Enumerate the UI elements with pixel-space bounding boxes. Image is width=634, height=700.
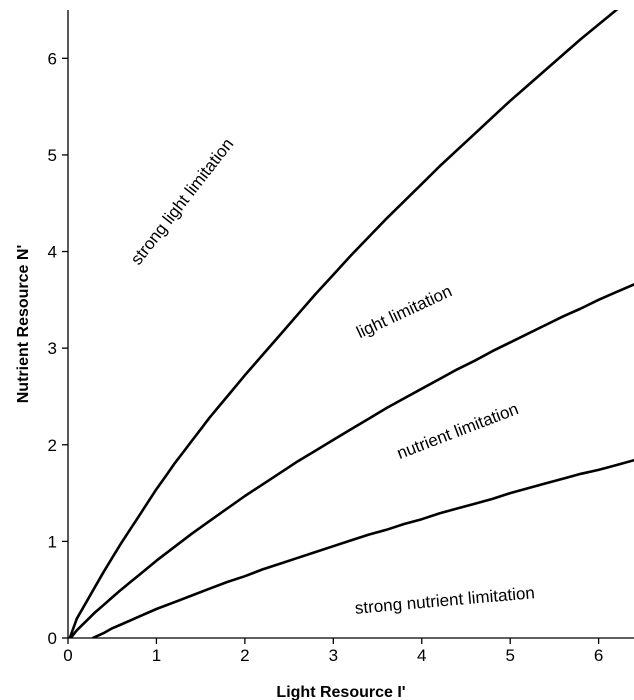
curve-1 <box>68 10 619 638</box>
x-tick-label: 6 <box>594 646 603 665</box>
y-tick-label: 2 <box>48 436 57 455</box>
x-tick-label: 3 <box>329 646 338 665</box>
curve-3 <box>91 458 634 638</box>
y-tick-label: 0 <box>48 629 57 648</box>
region-label: light limitation <box>354 281 455 342</box>
curve-2 <box>69 283 634 638</box>
y-tick-label: 1 <box>48 532 57 551</box>
y-tick-label: 3 <box>48 339 57 358</box>
plot-area: 0 1 2 3 4 5 6 0 1 2 3 4 5 6 strong light limitation l… <box>48 10 634 665</box>
region-label: strong light limitation <box>127 135 237 269</box>
annotations: strong light limitation light limitation n… <box>127 135 536 618</box>
x-axis-label: Light Resource I' <box>276 684 405 700</box>
curves <box>68 10 634 638</box>
y-tick-label: 5 <box>48 146 57 165</box>
y-tick-label: 4 <box>48 243 57 262</box>
x-tick-label: 1 <box>152 646 161 665</box>
x-tick-label: 5 <box>505 646 514 665</box>
x-tick-label: 4 <box>417 646 426 665</box>
region-label: strong nutrient limitation <box>354 583 535 618</box>
x-tick-label: 0 <box>63 646 72 665</box>
y-tick-label: 6 <box>48 49 57 68</box>
x-ticks: 0 1 2 3 4 5 6 <box>63 638 603 665</box>
y-axis-label: Nutrient Resource N' <box>15 245 32 404</box>
x-tick-label: 2 <box>240 646 249 665</box>
y-ticks: 0 1 2 3 4 5 6 <box>48 49 68 648</box>
region-label: nutrient limitation <box>394 399 521 463</box>
